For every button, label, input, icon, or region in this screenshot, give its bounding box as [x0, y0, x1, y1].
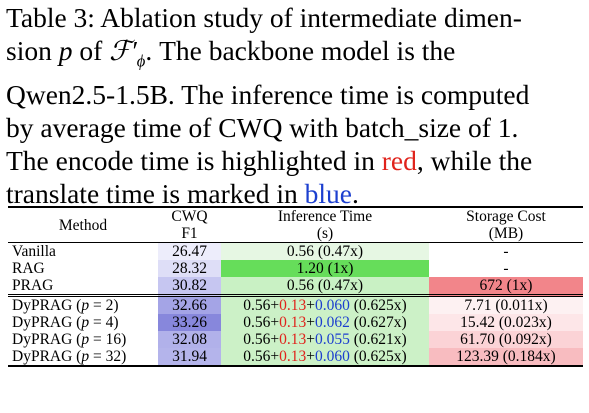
encode-time: 0.13	[279, 297, 307, 314]
storage-cell: 672 (1x)	[429, 277, 583, 296]
method-cell: DyPRAG (p = 32)	[8, 348, 158, 366]
encode-time: 0.13	[279, 348, 307, 365]
method-eq: = 16)	[89, 331, 127, 348]
storage-cell: -	[429, 260, 583, 277]
f1-cell: 26.47	[158, 242, 221, 260]
caption-line-3: Qwen2.5-1.5B. The inference time is comp…	[6, 78, 530, 110]
method-cell: DyPRAG (p = 16)	[8, 331, 158, 348]
caption-blue-word: blue	[304, 177, 352, 209]
header-cwq: CWQ F1	[171, 208, 208, 242]
storage-cell: 123.39 (0.184x)	[429, 348, 583, 366]
time-base: 0.56+	[243, 331, 280, 348]
time-ratio: (0.621x)	[349, 331, 407, 348]
header-storage-cost: Storage Cost (MB)	[466, 208, 546, 242]
method-cell: RAG	[12, 260, 45, 277]
header-method: Method	[58, 216, 108, 234]
caption-line-5: The encode time is highlighted in red, w…	[6, 144, 533, 176]
method-prefix: DyPRAG (	[12, 331, 82, 348]
time-base: 0.56+	[243, 297, 280, 314]
table-row: Vanilla 26.47 0.56 (0.47x) -	[8, 242, 583, 260]
time-cell: 0.56+0.13+0.060 (0.625x)	[221, 348, 429, 366]
table-row: DyPRAG (p = 32) 31.94 0.56+0.13+0.060 (0.6…	[8, 348, 583, 366]
time-cell: 0.56+0.13+0.060 (0.625x)	[221, 294, 429, 314]
time-ratio: (0.625x)	[349, 348, 407, 365]
encode-time: 0.13	[279, 314, 307, 331]
table-row: PRAG 30.82 0.56 (0.47x) 672 (1x)	[8, 277, 583, 296]
table-caption: Table 3: Ablation study of intermediate …	[6, 1, 586, 210]
f1-cell: 28.32	[158, 260, 221, 277]
dyprag-rows: DyPRAG (p = 2) 32.66 0.56+0.13+0.060 (0.62…	[8, 294, 583, 366]
method-eq: = 2)	[89, 297, 119, 314]
translate-time: 0.062	[315, 314, 350, 331]
time-cell: 0.56 (0.47x)	[221, 277, 429, 296]
caption-line-1: Table 3: Ablation study of intermediate …	[6, 2, 522, 33]
f1-cell: 31.94	[158, 348, 221, 366]
storage-cell: 7.71 (0.011x)	[429, 294, 583, 314]
time-cell: 0.56 (0.47x)	[221, 242, 429, 260]
f1-cell: 32.66	[158, 294, 221, 314]
translate-time: 0.060	[315, 297, 350, 314]
table-header-row: Method CWQ F1 Inference Time (s) Storage C…	[8, 207, 583, 243]
method-cell: Vanilla	[12, 243, 56, 260]
header-inference-time: Inference Time (s)	[277, 208, 373, 242]
translate-time: 0.060	[315, 348, 350, 365]
storage-cell: 15.42 (0.023x)	[429, 314, 583, 331]
time-plus: +	[306, 297, 316, 314]
table-row: DyPRAG (p = 2) 32.66 0.56+0.13+0.060 (0.62…	[8, 294, 583, 314]
time-ratio: (0.625x)	[349, 297, 407, 314]
caption-red-word: red	[381, 144, 417, 176]
caption-line-4: by average time of CWQ with batch_size o…	[6, 111, 519, 143]
storage-cell: -	[429, 242, 583, 260]
method-var: p	[81, 348, 90, 365]
method-var: p	[81, 314, 90, 331]
time-cell: 0.56+0.13+0.062 (0.627x)	[221, 314, 429, 331]
time-cell: 0.56+0.13+0.055 (0.621x)	[221, 331, 429, 348]
storage-cell: 61.70 (0.092x)	[429, 331, 583, 348]
method-eq: = 4)	[89, 314, 119, 331]
encode-time: 0.13	[279, 331, 307, 348]
method-prefix: DyPRAG (	[12, 314, 82, 331]
table-row: RAG 28.32 1.20 (1x) -	[8, 260, 583, 277]
time-plus: +	[306, 314, 316, 331]
time-base: 0.56+	[243, 314, 280, 331]
method-cell: DyPRAG (p = 4)	[8, 314, 158, 331]
caption-line-6: translate time is marked in blue.	[6, 177, 359, 209]
method-var: p	[81, 297, 90, 314]
method-cell: DyPRAG (p = 2)	[8, 294, 158, 314]
time-ratio: (0.627x)	[349, 314, 407, 331]
table-row: DyPRAG (p = 16) 32.08 0.56+0.13+0.055 (0.6…	[8, 331, 583, 348]
f1-cell: 32.08	[158, 331, 221, 348]
translate-time: 0.055	[315, 331, 350, 348]
baseline-rows: Vanilla 26.47 0.56 (0.47x) - RAG 28.32 1.20 (1…	[8, 242, 583, 296]
table-row: DyPRAG (p = 4) 33.26 0.56+0.13+0.062 (0.62…	[8, 314, 583, 331]
ablation-table: Method CWQ F1 Inference Time (s) Storage C…	[8, 206, 583, 367]
caption-line-2: sion p of ℱ′ϕ. The backbone model is the	[6, 35, 456, 71]
method-var: p	[81, 331, 90, 348]
method-eq: = 32)	[89, 348, 127, 365]
method-cell: PRAG	[12, 277, 54, 294]
time-plus: +	[306, 331, 316, 348]
method-prefix: DyPRAG (	[12, 297, 82, 314]
time-plus: +	[306, 348, 316, 365]
time-cell: 1.20 (1x)	[221, 260, 429, 277]
method-prefix: DyPRAG (	[12, 348, 82, 365]
f1-cell: 33.26	[158, 314, 221, 331]
f1-cell: 30.82	[158, 277, 221, 296]
time-base: 0.56+	[243, 348, 280, 365]
